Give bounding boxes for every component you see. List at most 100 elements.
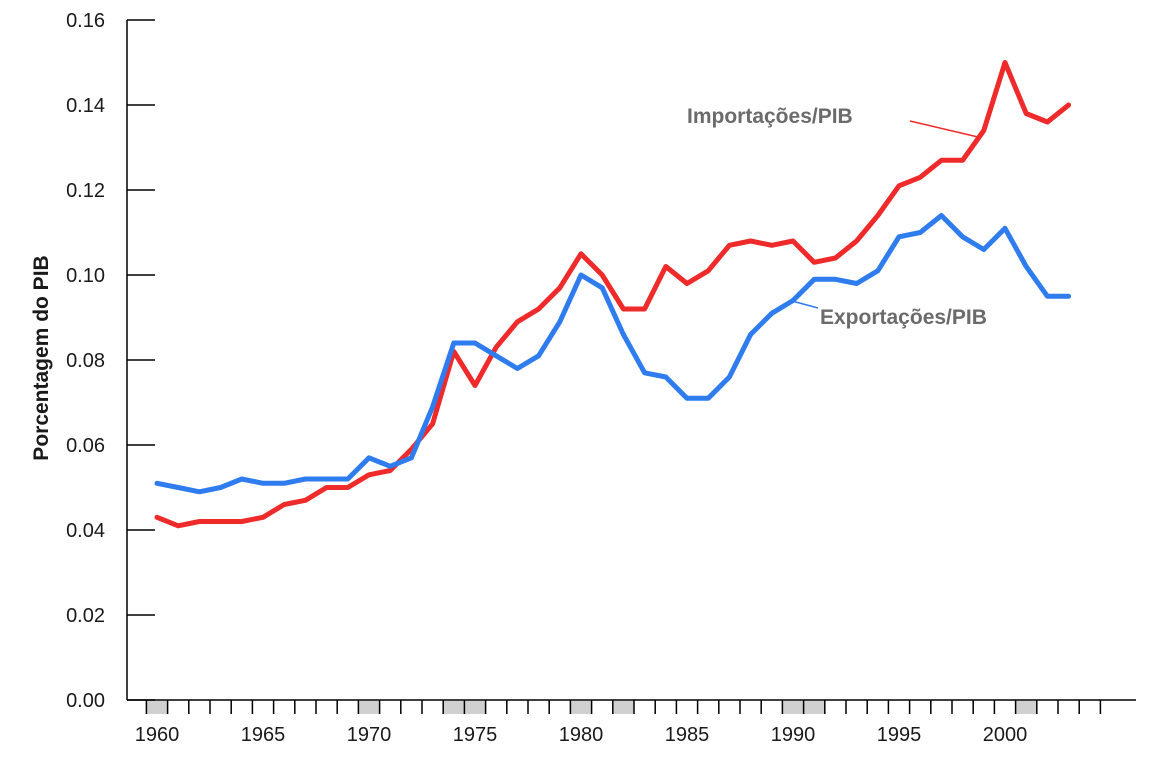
data-point-exports — [769, 311, 774, 316]
data-point-exports — [494, 353, 499, 358]
data-point-exports — [579, 273, 584, 278]
data-point-exports — [600, 285, 605, 290]
data-point-exports — [324, 477, 329, 482]
series-line-imports — [154, 60, 1072, 529]
data-point-exports — [854, 281, 859, 286]
data-point-imports — [812, 260, 817, 265]
data-point-imports — [218, 519, 223, 524]
data-point-exports — [918, 230, 923, 235]
data-point-imports — [727, 243, 732, 248]
data-point-imports — [854, 239, 859, 244]
data-point-imports — [642, 307, 647, 312]
data-point-imports — [473, 383, 478, 388]
data-point-imports — [621, 307, 626, 312]
recession-band-1974 — [443, 701, 465, 714]
recession-bands — [146, 701, 1037, 714]
x-ticks: 1960 1965 1970 1975 1980 1985 1990 1995 2000 — [135, 700, 1102, 746]
x-tick-label: 1985 — [665, 724, 710, 746]
data-point-exports — [960, 234, 965, 239]
imports-label-leader — [909, 120, 979, 138]
data-point-exports — [557, 319, 562, 324]
data-point-imports — [515, 319, 520, 324]
data-point-imports — [536, 307, 541, 312]
y-tick-label: 0.02 — [66, 605, 105, 627]
data-point-exports — [430, 404, 435, 409]
data-point-exports — [706, 396, 711, 401]
data-point-exports — [239, 477, 244, 482]
data-point-exports — [218, 485, 223, 490]
data-point-exports — [621, 332, 626, 337]
y-ticks: 0.00 0.02 0.04 0.06 0.08 0.10 0.12 0.14 0.16 — [66, 10, 155, 712]
data-point-exports — [155, 481, 160, 486]
data-point-imports — [1024, 111, 1029, 116]
y-tick-label: 0.12 — [66, 180, 105, 202]
data-point-imports — [960, 158, 965, 163]
data-point-exports — [1003, 226, 1008, 231]
data-point-exports — [875, 268, 880, 273]
data-point-imports — [600, 273, 605, 278]
data-point-exports — [833, 277, 838, 282]
data-point-imports — [685, 281, 690, 286]
data-point-imports — [303, 498, 308, 503]
data-point-exports — [536, 353, 541, 358]
y-axis-title: Porcentagem do PIB — [30, 255, 53, 460]
data-point-imports — [1066, 103, 1071, 108]
data-point-exports — [388, 464, 393, 469]
data-point-imports — [345, 485, 350, 490]
recession-band-1980 — [570, 701, 592, 714]
data-point-imports — [324, 485, 329, 490]
exports-label-leader — [791, 300, 819, 309]
data-point-imports — [981, 128, 986, 133]
x-tick-label: 1980 — [559, 724, 604, 746]
data-point-exports — [451, 341, 456, 346]
recession-band-1991 — [803, 701, 825, 714]
data-point-imports — [282, 502, 287, 507]
data-point-exports — [685, 396, 690, 401]
data-point-imports — [239, 519, 244, 524]
data-point-exports — [367, 455, 372, 460]
data-point-imports — [579, 251, 584, 256]
exports-label: Exportações/PIB — [820, 306, 987, 329]
data-point-imports — [791, 239, 796, 244]
data-point-exports — [473, 341, 478, 346]
data-point-exports — [1066, 294, 1071, 299]
data-point-exports — [409, 455, 414, 460]
imports-label: Importações/PIB — [687, 105, 853, 128]
data-point-imports — [875, 213, 880, 218]
recession-band-1960 — [146, 701, 168, 714]
data-point-exports — [939, 213, 944, 218]
series-lines — [154, 60, 1072, 529]
data-point-imports — [430, 421, 435, 426]
data-point-exports — [981, 247, 986, 252]
data-point-imports — [557, 285, 562, 290]
data-point-exports — [663, 375, 668, 380]
recession-band-1990 — [782, 701, 804, 714]
data-point-exports — [642, 370, 647, 375]
data-point-imports — [1003, 60, 1008, 65]
data-point-exports — [261, 481, 266, 486]
x-tick-label: 1990 — [771, 724, 816, 746]
y-tick-label: 0.14 — [66, 95, 105, 117]
data-point-imports — [663, 264, 668, 269]
data-point-exports — [1045, 294, 1050, 299]
data-point-exports — [812, 277, 817, 282]
data-point-imports — [197, 519, 202, 524]
data-point-exports — [197, 489, 202, 494]
data-point-imports — [176, 523, 181, 528]
recession-band-1975 — [464, 701, 486, 714]
x-tick-label: 1965 — [241, 724, 286, 746]
x-tick-label: 2000 — [983, 724, 1028, 746]
x-tick-label: 1960 — [135, 724, 180, 746]
data-point-exports — [727, 375, 732, 380]
x-tick-label: 1970 — [347, 724, 392, 746]
data-point-exports — [303, 477, 308, 482]
x-tick-label: 1995 — [877, 724, 922, 746]
data-point-imports — [1045, 120, 1050, 125]
data-point-exports — [897, 234, 902, 239]
data-point-exports — [515, 366, 520, 371]
data-point-imports — [748, 239, 753, 244]
data-point-imports — [367, 472, 372, 477]
y-tick-label: 0.08 — [66, 350, 105, 372]
data-point-exports — [748, 332, 753, 337]
